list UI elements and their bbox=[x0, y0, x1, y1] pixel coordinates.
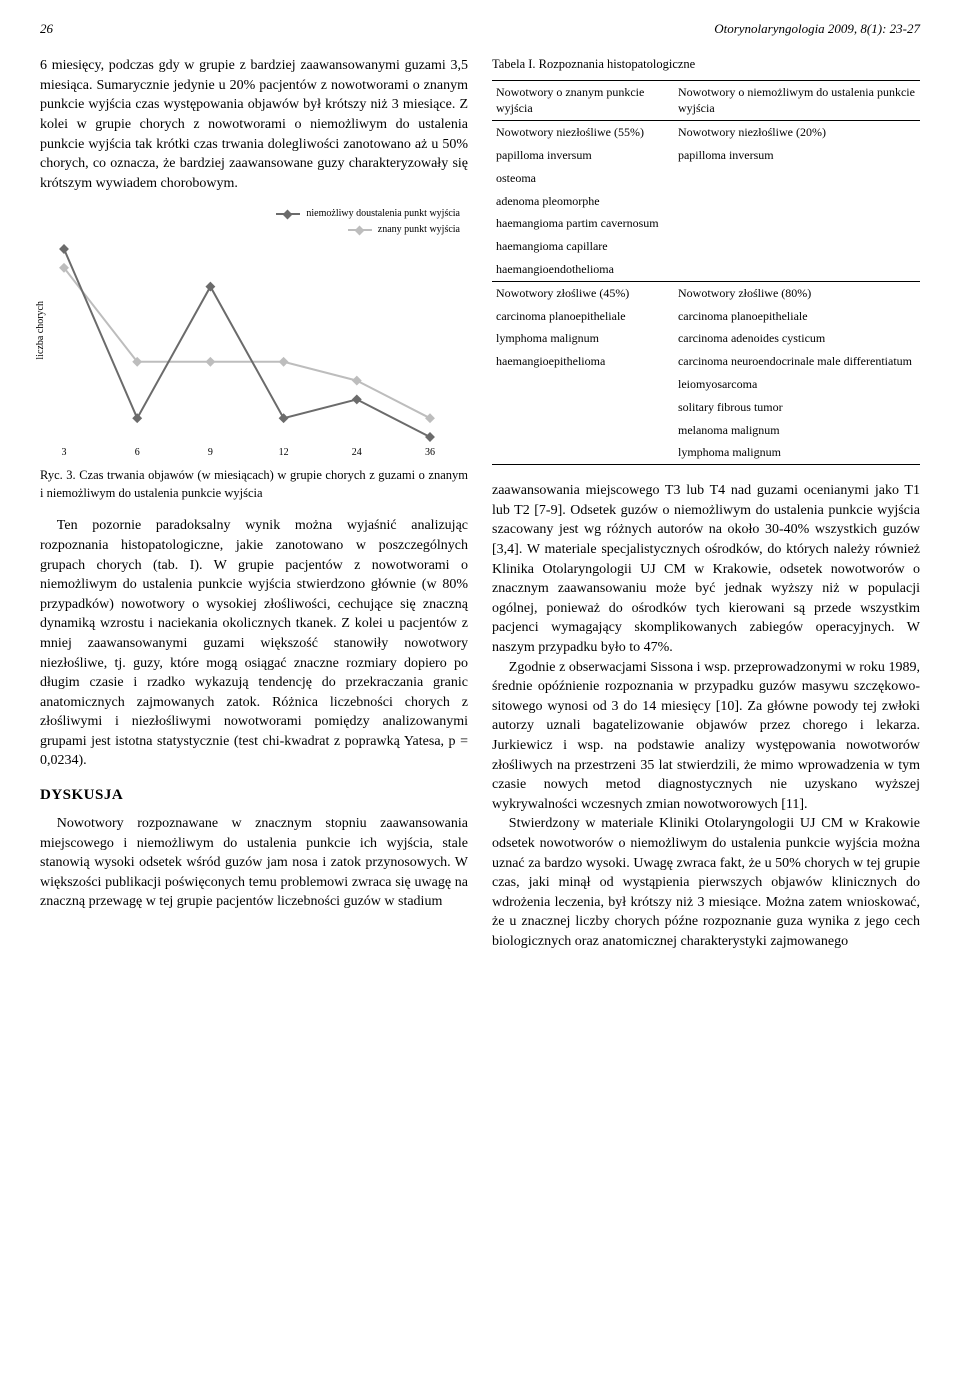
table-1-caption: Tabela I. Rozpoznania histopatologiczne bbox=[492, 56, 920, 74]
figure-3-caption: Ryc. 3. Czas trwania objawów (w miesiąca… bbox=[40, 467, 468, 502]
svg-text:3: 3 bbox=[62, 447, 67, 458]
table-row: Nowotwory niezłośliwe (55%)Nowotwory nie… bbox=[492, 121, 920, 144]
table-cell: carcinoma planoepitheliale bbox=[492, 305, 674, 328]
legend-item-2: znany punkt wyjścia bbox=[348, 223, 460, 237]
table-cell bbox=[492, 373, 674, 396]
table-row: haemangioendothelioma bbox=[492, 258, 920, 281]
table-cell: haemangioepithelioma bbox=[492, 350, 674, 373]
table-cell: carcinoma adenoides cysticum bbox=[674, 327, 920, 350]
table-row: haemangioma capillare bbox=[492, 235, 920, 258]
table-cell: adenoma pleomorphe bbox=[492, 190, 674, 213]
table-header-2: Nowotwory o niemożliwym do ustalenia pun… bbox=[674, 80, 920, 121]
table-cell bbox=[492, 396, 674, 419]
table-row: solitary fibrous tumor bbox=[492, 396, 920, 419]
section-heading-dyskusja: Dyskusja bbox=[40, 785, 468, 806]
left-para-1: 6 miesięcy, podczas gdy w grupie z bardz… bbox=[40, 56, 468, 193]
table-row: adenoma pleomorphe bbox=[492, 190, 920, 213]
table-cell: carcinoma neuroendocrinale male differen… bbox=[674, 350, 920, 373]
table-cell: haemangioma partim cavernosum bbox=[492, 212, 674, 235]
table-cell: leiomyosarcoma bbox=[674, 373, 920, 396]
left-para-3: Nowotwory rozpoznawane w znacznym stopni… bbox=[40, 814, 468, 912]
table-row: leiomyosarcoma bbox=[492, 373, 920, 396]
table-cell: papilloma inversum bbox=[674, 144, 920, 167]
table-cell: haemangioendothelioma bbox=[492, 258, 674, 281]
two-column-layout: 6 miesięcy, podczas gdy w grupie z bardz… bbox=[40, 56, 920, 951]
table-row: melanoma malignum bbox=[492, 419, 920, 442]
table-cell bbox=[674, 235, 920, 258]
table-cell: lymphoma malignum bbox=[674, 441, 920, 464]
svg-text:24: 24 bbox=[352, 447, 362, 458]
table-cell: Nowotwory złośliwe (45%) bbox=[492, 281, 674, 304]
table-cell bbox=[674, 190, 920, 213]
line-chart-svg: 369122436 bbox=[40, 241, 440, 461]
svg-text:6: 6 bbox=[135, 447, 140, 458]
table-row: haemangioepitheliomacarcinoma neuroendoc… bbox=[492, 350, 920, 373]
right-column: Tabela I. Rozpoznania histopatologiczne … bbox=[492, 56, 920, 951]
table-cell: haemangioma capillare bbox=[492, 235, 674, 258]
table-cell: solitary fibrous tumor bbox=[674, 396, 920, 419]
svg-text:12: 12 bbox=[279, 447, 289, 458]
table-cell bbox=[674, 212, 920, 235]
figure-3-chart: niemożliwy doustalenia punkt wyjścia zna… bbox=[40, 207, 468, 461]
left-column: 6 miesięcy, podczas gdy w grupie z bardz… bbox=[40, 56, 468, 951]
table-row: Nowotwory złośliwe (45%)Nowotwory złośli… bbox=[492, 281, 920, 304]
table-row: carcinoma planoepithelialecarcinoma plan… bbox=[492, 305, 920, 328]
chart-ylabel: liczba chorych bbox=[34, 301, 48, 360]
table-cell: Nowotwory niezłośliwe (20%) bbox=[674, 121, 920, 144]
svg-text:9: 9 bbox=[208, 447, 213, 458]
table-cell: lymphoma malignum bbox=[492, 327, 674, 350]
table-cell: Nowotwory złośliwe (80%) bbox=[674, 281, 920, 304]
right-para-2: Zgodnie z obserwacjami Sissona i wsp. pr… bbox=[492, 658, 920, 815]
table-cell bbox=[674, 258, 920, 281]
svg-text:36: 36 bbox=[425, 447, 435, 458]
table-cell bbox=[492, 419, 674, 442]
legend-label-2: znany punkt wyjścia bbox=[378, 223, 460, 237]
table-row: papilloma inversumpapilloma inversum bbox=[492, 144, 920, 167]
chart-legend: niemożliwy doustalenia punkt wyjścia zna… bbox=[40, 207, 468, 237]
page-number: 26 bbox=[40, 20, 53, 38]
table-cell bbox=[492, 441, 674, 464]
journal-ref: Otorynolaryngologia 2009, 8(1): 23-27 bbox=[714, 20, 920, 38]
table-cell bbox=[674, 167, 920, 190]
table-cell: Nowotwory niezłośliwe (55%) bbox=[492, 121, 674, 144]
right-para-3: Stwierdzony w materiale Kliniki Otolaryn… bbox=[492, 814, 920, 951]
table-1: Nowotwory o znanym punkcie wyjścia Nowot… bbox=[492, 80, 920, 466]
table-cell: osteoma bbox=[492, 167, 674, 190]
legend-label-1: niemożliwy doustalenia punkt wyjścia bbox=[306, 207, 460, 221]
table-header-1: Nowotwory o znanym punkcie wyjścia bbox=[492, 80, 674, 121]
table-row: Nowotwory o znanym punkcie wyjścia Nowot… bbox=[492, 80, 920, 121]
table-row: haemangioma partim cavernosum bbox=[492, 212, 920, 235]
table-cell: carcinoma planoepitheliale bbox=[674, 305, 920, 328]
table-cell: melanoma malignum bbox=[674, 419, 920, 442]
table-row: osteoma bbox=[492, 167, 920, 190]
legend-item-1: niemożliwy doustalenia punkt wyjścia bbox=[276, 207, 460, 221]
left-para-2: Ten pozornie paradoksalny wynik można wy… bbox=[40, 516, 468, 771]
table-row: lymphoma malignumcarcinoma adenoides cys… bbox=[492, 327, 920, 350]
table-row: lymphoma malignum bbox=[492, 441, 920, 464]
page-header: 26 Otorynolaryngologia 2009, 8(1): 23-27 bbox=[40, 20, 920, 38]
right-para-1: zaawansowania miejscowego T3 lub T4 nad … bbox=[492, 481, 920, 657]
table-cell: papilloma inversum bbox=[492, 144, 674, 167]
